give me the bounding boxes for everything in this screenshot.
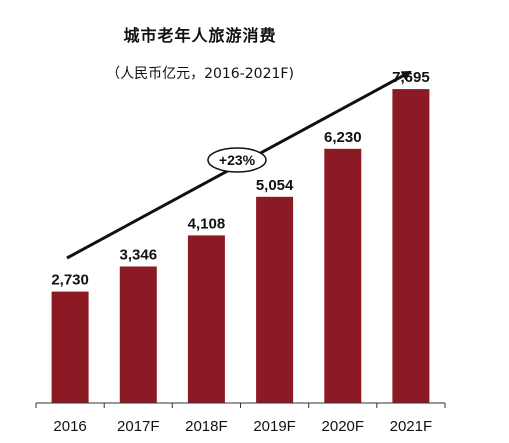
x-tick-label-2019F: 2019F: [253, 418, 296, 435]
data-label-2018F: 4,108: [188, 215, 226, 232]
data-label-2016: 2,730: [51, 272, 89, 289]
x-tick-label-2016: 2016: [53, 418, 86, 435]
growth-badge: [207, 147, 267, 173]
data-label-2019F: 5,054: [256, 177, 294, 194]
growth-label: +23%: [219, 152, 256, 168]
data-label-2020F: 6,230: [324, 129, 362, 146]
bar-2018F: [187, 235, 225, 403]
x-tick-label-2020F: 2020F: [322, 418, 365, 435]
x-tick-label-2018F: 2018F: [185, 418, 228, 435]
x-tick-label-2017F: 2017F: [117, 418, 160, 435]
bar-2019F: [256, 196, 294, 403]
bar-2020F: [324, 148, 362, 403]
bar-2017F: [119, 266, 157, 403]
bar-2016: [51, 291, 89, 403]
x-tick-label-2021F: 2021F: [390, 418, 433, 435]
chart-subtitle: （人民币亿元，2016-2021F): [106, 66, 294, 82]
bar-2021F: [392, 89, 430, 403]
chart-title: 城市老年人旅游消费: [123, 26, 277, 45]
data-label-2017F: 3,346: [120, 247, 158, 264]
